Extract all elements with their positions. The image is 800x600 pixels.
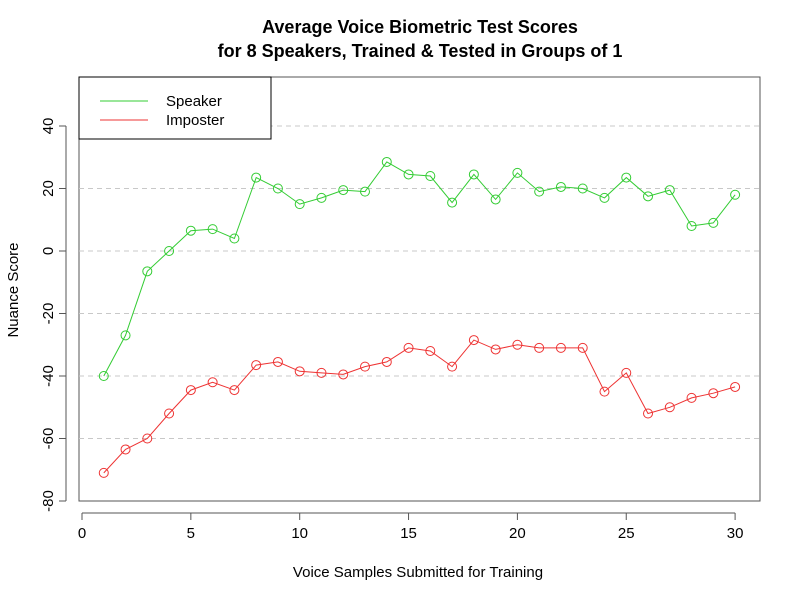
x-axis-title: Voice Samples Submitted for Training: [293, 564, 543, 581]
speaker-point-28: [686, 221, 697, 231]
imposter-point-18: [468, 335, 479, 346]
x-tick-label-15: 15: [400, 525, 417, 542]
imposter-point-16: [425, 346, 436, 356]
chart-title-line-1: Average Voice Biometric Test Scores: [262, 17, 578, 37]
imposter-point-11: [316, 367, 327, 378]
imposter-point-17: [447, 361, 458, 372]
imposter-point-24: [599, 386, 610, 397]
speaker-point-23: [577, 183, 588, 194]
imposter-point-28: [686, 392, 697, 403]
speaker-point-15: [403, 169, 414, 180]
speaker-point-2: [120, 330, 131, 341]
legend: Speaker Imposter: [78, 76, 272, 140]
imposter-point-22: [555, 342, 566, 353]
x-tick-label-30: 30: [727, 525, 744, 542]
imposter-point-19: [490, 344, 501, 355]
speaker-point-12: [338, 185, 349, 196]
speaker-point-8: [251, 172, 262, 183]
speaker-point-10: [294, 199, 305, 210]
speaker-point-9: [272, 183, 283, 194]
imposter-point-10: [294, 366, 305, 377]
speaker-line: [103, 161, 736, 377]
speaker-series: [98, 156, 741, 381]
speaker-point-24: [599, 192, 610, 203]
speaker-point-17: [447, 197, 458, 208]
imposter-point-8: [251, 360, 262, 371]
imposter-point-4: [164, 408, 175, 419]
imposter-point-21: [534, 342, 545, 353]
imposter-point-7: [229, 385, 240, 396]
y-tick-label--80: -80: [40, 490, 57, 512]
speaker-point-11: [316, 192, 327, 203]
imposter-point-1: [98, 467, 109, 478]
grid-lines: [79, 125, 760, 439]
speaker-point-4: [164, 246, 175, 256]
imposter-point-3: [142, 433, 153, 444]
legend-box: [78, 76, 272, 140]
plot-frame: [78, 76, 761, 502]
speaker-point-19: [490, 194, 501, 205]
speaker-point-5: [185, 225, 196, 236]
speaker-point-3: [142, 266, 153, 277]
chart-title-line-2: for 8 Speakers, Trained & Tested in Grou…: [217, 41, 623, 61]
imposter-point-20: [512, 339, 523, 350]
speaker-point-20: [512, 167, 523, 178]
imposter-point-2: [120, 444, 131, 455]
speaker-point-27: [664, 185, 675, 196]
speaker-point-26: [643, 191, 654, 202]
imposter-point-25: [621, 367, 632, 378]
imposter-point-14: [381, 356, 392, 367]
y-tick-label--40: -40: [40, 365, 57, 387]
speaker-point-7: [229, 233, 240, 244]
imposter-point-15: [403, 342, 414, 353]
imposter-line: [103, 339, 736, 474]
imposter-point-9: [272, 356, 283, 367]
speaker-point-16: [425, 171, 436, 181]
x-tick-label-20: 20: [509, 525, 526, 542]
axes: 0 5 10 15 20 25 30 -80 -60 -40 -20 0 20 40: [40, 118, 743, 542]
x-tick-label-25: 25: [618, 525, 635, 542]
imposter-series: [98, 335, 741, 478]
x-tick-label-10: 10: [291, 525, 308, 542]
speaker-point-1: [98, 371, 109, 381]
legend-speaker-label: Speaker: [166, 93, 222, 110]
speaker-point-30: [730, 189, 741, 200]
speaker-point-13: [360, 186, 371, 197]
y-tick-label-0: 0: [40, 247, 57, 255]
y-tick-label--20: -20: [40, 303, 57, 325]
speaker-point-6: [207, 224, 218, 235]
y-tick-label-20: 20: [40, 180, 57, 197]
imposter-point-23: [577, 342, 588, 353]
x-tick-label-5: 5: [187, 525, 195, 542]
y-tick-label-40: 40: [40, 118, 57, 135]
data-series: [98, 156, 741, 478]
imposter-point-29: [708, 388, 719, 399]
speaker-point-21: [534, 186, 545, 197]
speaker-point-25: [621, 172, 632, 183]
speaker-point-29: [708, 217, 719, 228]
imposter-point-6: [207, 377, 218, 388]
imposter-point-5: [185, 385, 196, 396]
imposter-point-30: [730, 381, 741, 392]
y-axis-title: Nuance Score: [5, 242, 22, 337]
y-tick-label--60: -60: [40, 428, 57, 450]
imposter-point-26: [643, 408, 654, 419]
speaker-point-18: [468, 169, 479, 180]
imposter-point-12: [338, 369, 349, 380]
x-tick-label-0: 0: [78, 525, 86, 542]
imposter-point-27: [664, 402, 675, 413]
legend-imposter-label: Imposter: [166, 112, 224, 129]
speaker-point-14: [381, 156, 392, 167]
speaker-point-22: [555, 181, 566, 192]
imposter-point-13: [360, 361, 371, 372]
